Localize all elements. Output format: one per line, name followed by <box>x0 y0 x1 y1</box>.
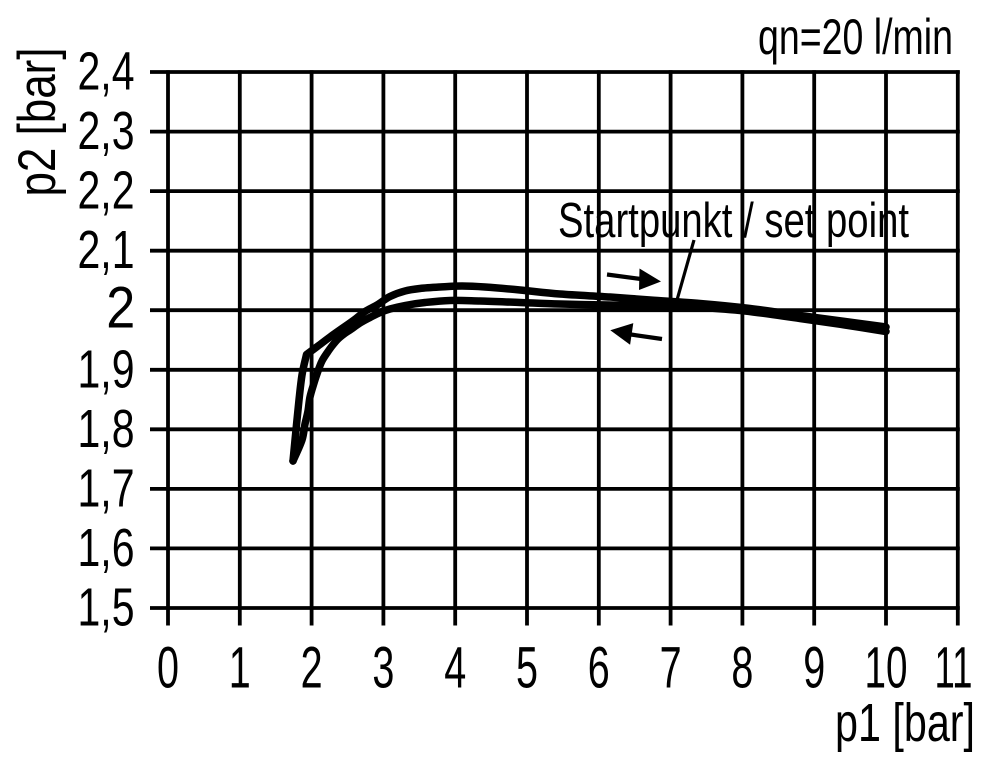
svg-text:2: 2 <box>301 636 323 701</box>
svg-text:7: 7 <box>660 636 682 701</box>
svg-text:1,6: 1,6 <box>78 518 135 578</box>
svg-text:1,9: 1,9 <box>78 339 135 399</box>
svg-text:1,8: 1,8 <box>78 399 135 459</box>
svg-text:2,2: 2,2 <box>78 161 135 221</box>
svg-text:6: 6 <box>588 636 610 701</box>
svg-text:2,1: 2,1 <box>78 220 135 280</box>
svg-text:Startpunkt / set point: Startpunkt / set point <box>558 194 909 248</box>
svg-text:9: 9 <box>803 636 825 701</box>
svg-text:1: 1 <box>229 636 251 701</box>
svg-text:qn=20 l/min: qn=20 l/min <box>758 9 953 65</box>
svg-text:1,5: 1,5 <box>78 578 135 638</box>
svg-text:p1 [bar]: p1 [bar] <box>835 693 975 753</box>
svg-text:11: 11 <box>935 636 973 701</box>
svg-text:2: 2 <box>106 276 135 341</box>
svg-text:10: 10 <box>865 636 908 701</box>
svg-text:4: 4 <box>444 636 466 701</box>
svg-text:1,7: 1,7 <box>78 458 135 518</box>
svg-text:0: 0 <box>157 636 179 701</box>
svg-text:3: 3 <box>372 636 394 701</box>
svg-text:8: 8 <box>731 636 753 701</box>
svg-text:2,3: 2,3 <box>78 101 135 161</box>
svg-text:5: 5 <box>516 636 538 701</box>
svg-text:p2 [bar]: p2 [bar] <box>8 48 67 197</box>
svg-text:2,4: 2,4 <box>78 42 135 102</box>
